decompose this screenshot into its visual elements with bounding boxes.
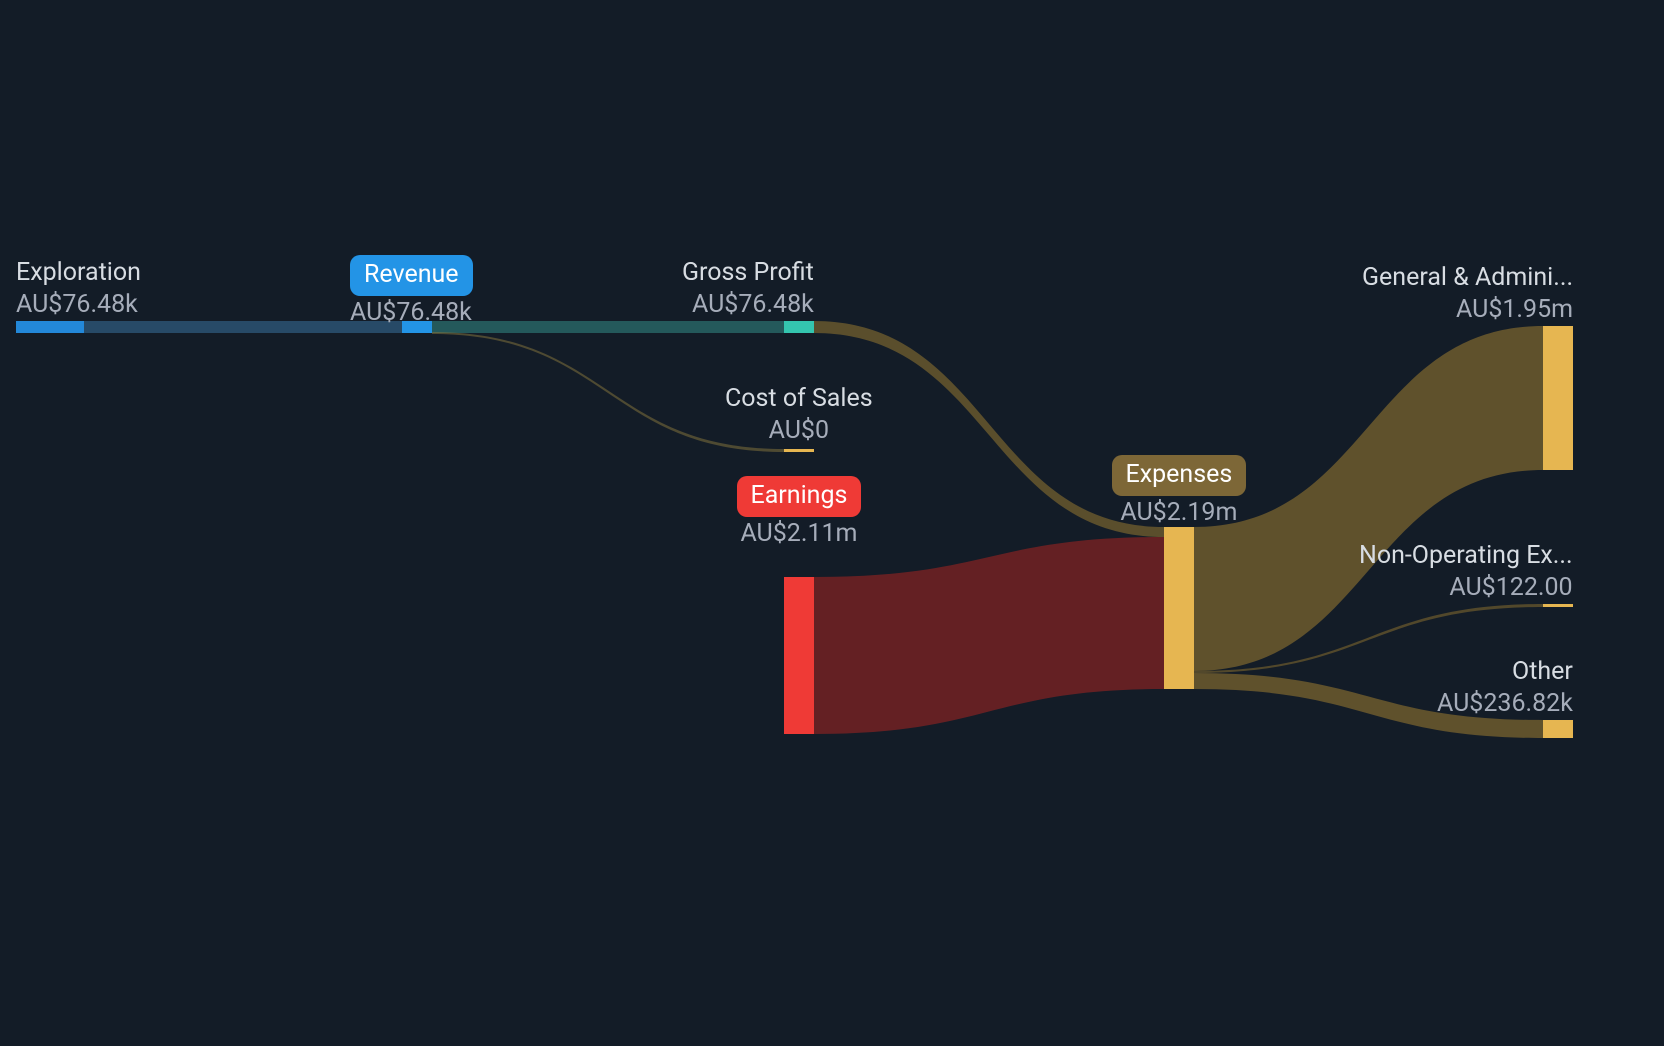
node-label-cost_of_sales: Cost of SalesAU$0 (725, 384, 873, 446)
node-value-exploration: AU$76.48k (16, 290, 141, 320)
node-title-other: Other (1437, 657, 1573, 687)
node-value-other: AU$236.82k (1437, 689, 1573, 719)
node-value-earnings: AU$2.11m (737, 519, 862, 549)
node-title-general_admin: General & Admini... (1362, 263, 1573, 293)
node-label-gross_profit: Gross ProfitAU$76.48k (682, 258, 814, 320)
node-label-exploration: ExplorationAU$76.48k (16, 258, 141, 320)
node-label-expenses: ExpensesAU$2.19m (1112, 455, 1247, 528)
sankey-link-expenses-to-general_admin[interactable] (1194, 326, 1543, 671)
sankey-node-cost_of_sales[interactable] (784, 449, 814, 452)
node-label-general_admin: General & Admini...AU$1.95m (1362, 263, 1573, 325)
node-value-revenue: AU$76.48k (350, 298, 473, 328)
node-badge-expenses: Expenses (1112, 455, 1247, 496)
node-title-gross_profit: Gross Profit (682, 258, 814, 288)
node-badge-text-earnings: Earnings (737, 476, 862, 517)
node-value-gross_profit: AU$76.48k (682, 290, 814, 320)
node-value-expenses: AU$2.19m (1112, 498, 1247, 528)
node-badge-text-revenue: Revenue (350, 255, 473, 296)
node-badge-text-expenses: Expenses (1112, 455, 1247, 496)
sankey-node-exploration[interactable] (16, 321, 84, 333)
node-label-other: OtherAU$236.82k (1437, 657, 1573, 719)
sankey-node-other[interactable] (1543, 720, 1573, 738)
sankey-node-gross_profit[interactable] (784, 321, 814, 333)
node-title-non_operating: Non-Operating Ex... (1359, 541, 1573, 571)
node-badge-earnings: Earnings (737, 476, 862, 517)
node-title-exploration: Exploration (16, 258, 141, 288)
sankey-node-non_operating[interactable] (1543, 604, 1573, 607)
sankey-chart: ExplorationAU$76.48kRevenueAU$76.48kGros… (0, 0, 1664, 1046)
node-value-non_operating: AU$122.00 (1359, 573, 1573, 603)
node-value-general_admin: AU$1.95m (1362, 295, 1573, 325)
sankey-node-expenses[interactable] (1164, 527, 1194, 689)
sankey-link-earnings-to-expenses[interactable] (814, 537, 1164, 734)
node-title-cost_of_sales: Cost of Sales (725, 384, 873, 414)
node-label-earnings: EarningsAU$2.11m (737, 476, 862, 549)
sankey-node-earnings[interactable] (784, 577, 814, 734)
node-value-cost_of_sales: AU$0 (725, 416, 873, 446)
node-badge-revenue: Revenue (350, 255, 473, 296)
sankey-link-revenue-to-gross_profit[interactable] (432, 321, 784, 333)
node-label-non_operating: Non-Operating Ex...AU$122.00 (1359, 541, 1573, 603)
sankey-node-general_admin[interactable] (1543, 326, 1573, 470)
node-label-revenue: RevenueAU$76.48k (350, 255, 473, 328)
